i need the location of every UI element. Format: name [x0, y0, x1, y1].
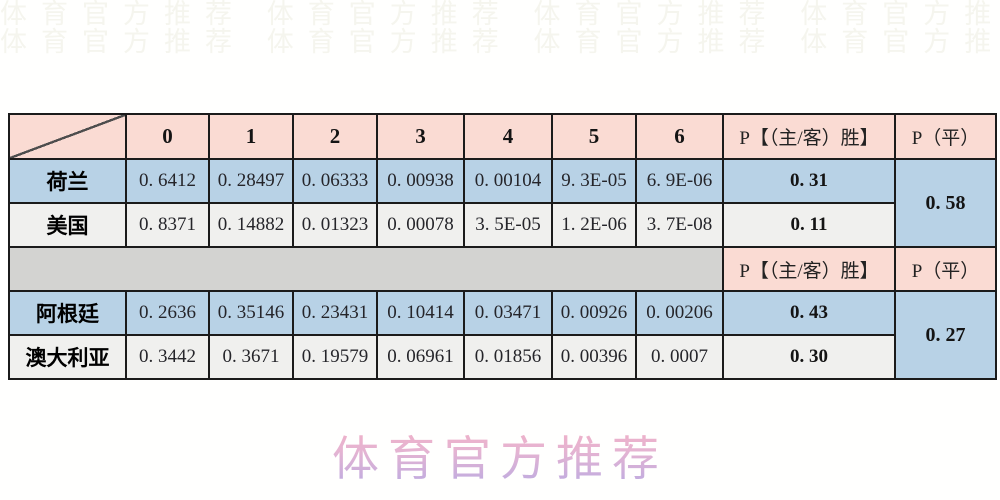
p-draw-cell-match2: 0. 27: [894, 290, 997, 380]
goal-header-4: 4: [463, 113, 553, 160]
watermark-text: 体育官方推荐: [0, 420, 1000, 489]
prob-cell: 0. 06961: [376, 334, 465, 380]
goal-header-5: 5: [551, 113, 637, 160]
prob-cell: 0. 35146: [208, 290, 294, 336]
goal-header-2: 2: [292, 113, 378, 160]
prob-cell: 0. 28497: [208, 158, 294, 204]
goal-header-6: 6: [635, 113, 724, 160]
table-row-netherlands: 荷兰 0. 6412 0. 28497 0. 06333 0. 00938 0.…: [8, 158, 997, 248]
p-win-cell-usa: 0. 11: [722, 202, 896, 248]
prob-cell: 0. 00938: [376, 158, 465, 204]
p-win-cell-netherlands: 0. 31: [722, 158, 896, 204]
p-draw-cell-match1: 0. 58: [894, 158, 997, 248]
goal-header-1: 1: [208, 113, 294, 160]
team-cell-usa: 美国: [8, 202, 127, 248]
prob-cell: 0. 23431: [292, 290, 378, 336]
prob-cell: 0. 03471: [463, 290, 553, 336]
prob-cell: 0. 8371: [125, 202, 210, 248]
p-win-header-repeat: P【（主/客）胜】: [722, 246, 896, 292]
p-draw-header-repeat: P（平）: [894, 246, 997, 292]
prob-cell: 0. 06333: [292, 158, 378, 204]
ghost-watermark-line-2: 体育官方推荐 体育官方推荐 体育官方推荐 体育官方推荐 体育官方推荐 体育官方推…: [0, 27, 1000, 57]
prob-cell: 0. 6412: [125, 158, 210, 204]
prob-cell: 6. 9E-06: [635, 158, 724, 204]
prob-cell: 0. 00396: [551, 334, 637, 380]
prob-cell: 0. 01856: [463, 334, 553, 380]
prob-cell: 0. 19579: [292, 334, 378, 380]
prob-cell: 3. 7E-08: [635, 202, 724, 248]
prob-cell: 0. 01323: [292, 202, 378, 248]
prob-cell: 9. 3E-05: [551, 158, 637, 204]
team-cell-australia: 澳大利亚: [8, 334, 127, 380]
table-row-usa: 美国 0. 8371 0. 14882 0. 01323 0. 00078 3.…: [8, 202, 996, 248]
prob-cell: 1. 2E-06: [551, 202, 637, 248]
prob-cell: 0. 3671: [208, 334, 294, 380]
goal-header-0: 0: [125, 113, 210, 160]
prob-cell: 0. 2636: [125, 290, 210, 336]
header-row: 0 1 2 3 4 5 6 P【（主/客）胜】 P（平）: [8, 113, 997, 160]
prob-cell: 0. 00078: [376, 202, 465, 248]
table-row-australia: 澳大利亚 0. 3442 0. 3671 0. 19579 0. 06961 0…: [8, 334, 996, 380]
prob-cell: 3. 5E-05: [463, 202, 553, 248]
prob-cell: 0. 3442: [125, 334, 210, 380]
p-win-cell-australia: 0. 30: [722, 334, 896, 380]
ghost-watermark-line-1: 体育官方推荐 体育官方推荐 体育官方推荐 体育官方推荐 体育官方推荐 体育官方推…: [0, 0, 1000, 29]
table-container: 0 1 2 3 4 5 6 P【（主/客）胜】 P（平） 荷兰 0. 6412 …: [8, 113, 997, 380]
match-probability-table: 0 1 2 3 4 5 6 P【（主/客）胜】 P（平） 荷兰 0. 6412 …: [8, 113, 997, 380]
prob-cell: 0. 00206: [635, 290, 724, 336]
p-draw-header: P（平）: [894, 113, 997, 160]
prob-cell: 0. 10414: [376, 290, 465, 336]
team-cell-argentina: 阿根廷: [8, 290, 127, 336]
p-win-cell-argentina: 0. 43: [722, 290, 896, 336]
prob-cell: 0. 00104: [463, 158, 553, 204]
prob-cell: 0. 00926: [551, 290, 637, 336]
separator-gray-band: [8, 246, 724, 292]
corner-diagonal-cell: [8, 113, 127, 160]
prob-cell: 0. 14882: [208, 202, 294, 248]
team-cell-netherlands: 荷兰: [8, 158, 127, 204]
prob-cell: 0. 0007: [635, 334, 724, 380]
ghost-watermark: 体育官方推荐 体育官方推荐 体育官方推荐 体育官方推荐 体育官方推荐 体育官方推…: [0, 0, 1000, 58]
table-row-argentina: 阿根廷 0. 2636 0. 35146 0. 23431 0. 10414 0…: [8, 290, 997, 380]
goal-header-3: 3: [376, 113, 465, 160]
separator-row: P【（主/客）胜】 P（平）: [8, 246, 997, 292]
p-win-header: P【（主/客）胜】: [722, 113, 896, 160]
